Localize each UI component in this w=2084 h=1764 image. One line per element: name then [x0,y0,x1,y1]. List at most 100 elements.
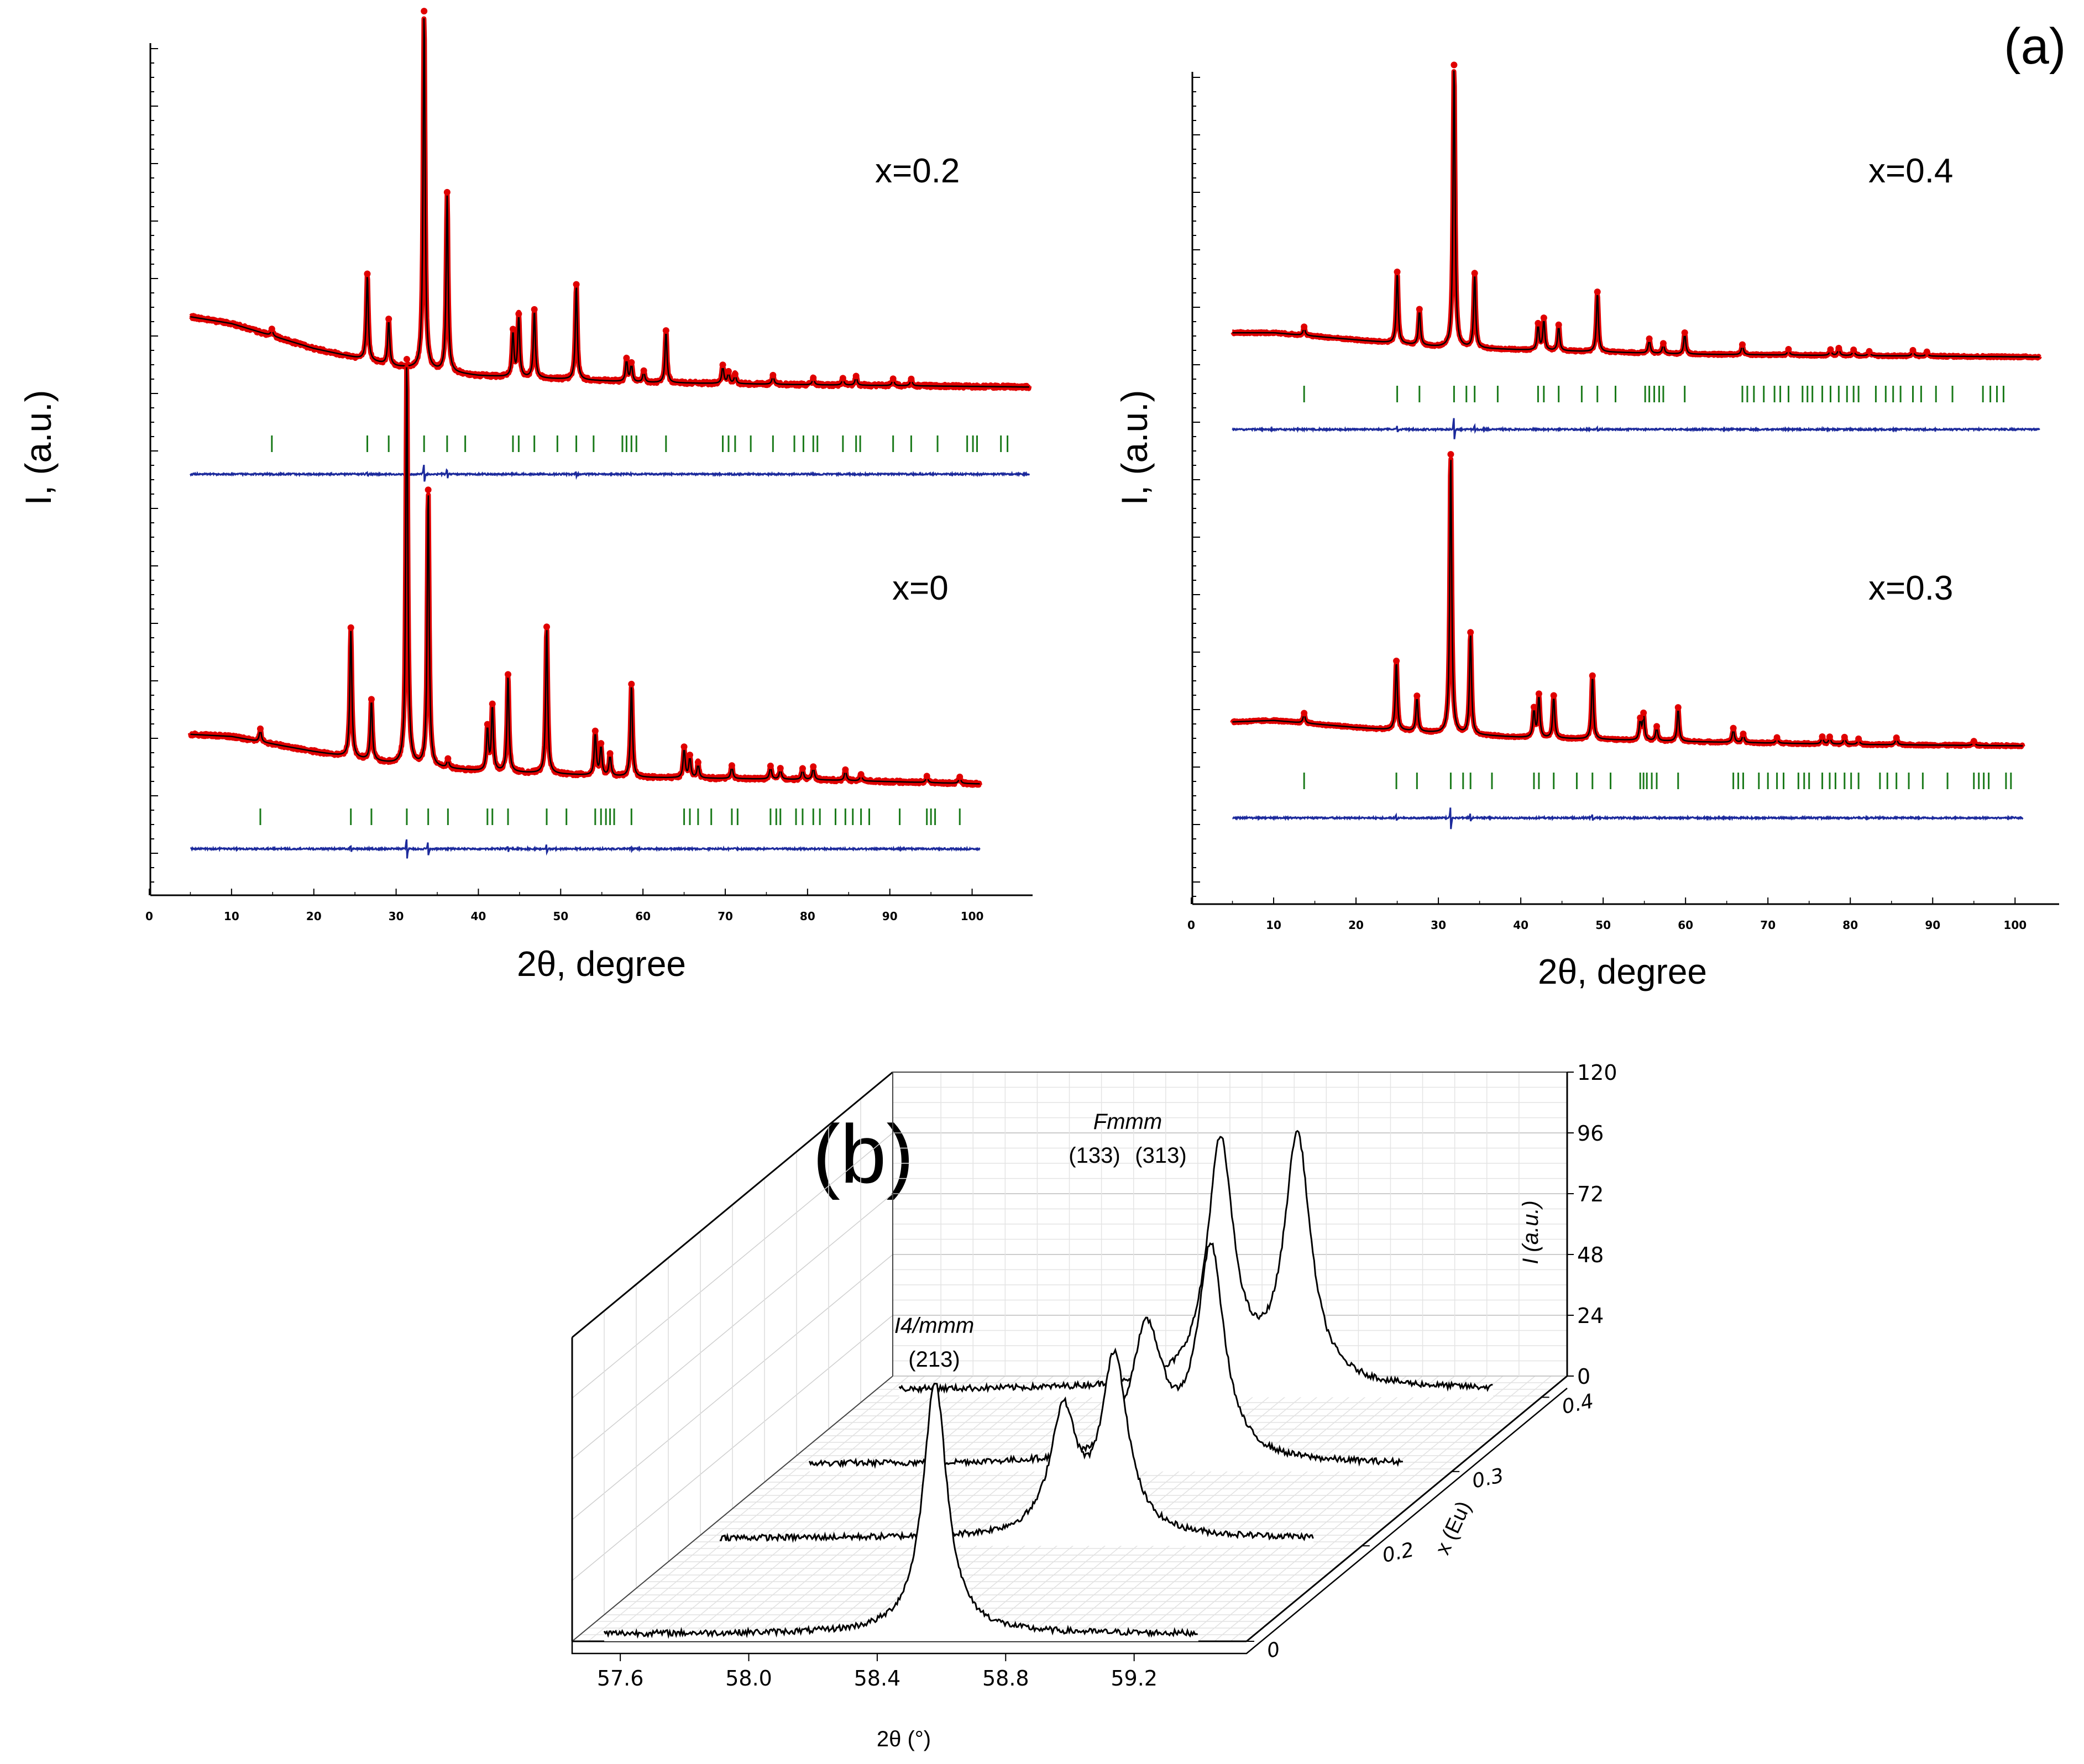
peak-point [1850,346,1857,353]
floor-grid-line [1021,1376,1343,1642]
peak-point [777,765,784,772]
peak-point [1835,345,1842,352]
peak-point [719,361,726,369]
panel-a-right-xlabel: 2θ, degree [1538,952,1707,991]
peak-point [1637,714,1644,721]
peak-point [1451,61,1458,69]
peak-point [256,725,264,732]
floor-grid-line [1150,1376,1472,1642]
peak-point [1785,346,1792,353]
calculated-profile [1232,70,2040,358]
floor-grid-line [1166,1376,1488,1642]
floor-grid-line [620,1376,941,1642]
x-tick-label: 58.4 [854,1666,901,1691]
peak-point [889,375,897,382]
peak-point [531,306,538,313]
peak-point [923,773,930,780]
peak-point [1653,723,1661,730]
peak-point [1681,329,1688,336]
peak-point [1730,725,1737,732]
panel-b-xlabel: 2θ (°) [877,1727,931,1751]
x-tick-label: 80 [800,910,815,923]
peak-point [725,368,732,375]
peak-point [1589,672,1596,679]
peak-point [728,762,735,769]
x-tick-label: 60 [1678,918,1693,932]
peak-point [484,721,491,728]
floor-grid-line [604,1376,925,1642]
x-tick-label: 10 [1266,918,1281,932]
peak-point [1416,306,1423,313]
x-tick-label: 90 [882,910,898,923]
peak-point [686,752,693,759]
floor-grid-line [1198,1376,1520,1642]
x-tick-label: 20 [306,910,322,923]
trace-x-0.4 [898,1130,1493,1395]
peak-point [1471,270,1478,277]
peak-point [628,359,635,366]
peak-point [956,773,964,780]
peak-point [425,486,432,494]
floor-grid-line [813,1376,1134,1642]
subplot-label-x02: x=0.2 [875,152,960,190]
floor-grid-line [700,1376,1022,1642]
peak-point [767,763,774,770]
x-tick-label: 50 [1595,918,1611,932]
peak-point [509,326,516,333]
peak-point [1467,629,1474,636]
peak-point [1909,347,1917,354]
subplot-label-x0: x=0 [892,569,949,607]
floor-grid-line [1134,1376,1455,1642]
peak-point [1773,734,1781,741]
subplot-label-x04: x=0.4 [1868,152,1953,190]
trace-x-0 [603,1383,1198,1639]
x-tick-label: 20 [1348,918,1364,932]
peak-point [731,371,739,378]
peak-point [1413,692,1421,700]
peak-point [1530,704,1537,711]
peak-point [1855,735,1862,742]
subplot-label-x03: x=0.3 [1868,569,1953,607]
x-tick-label: 58.0 [725,1666,772,1691]
peak-point [403,355,410,363]
panel-b-chart: 57.6 58.0 58.4 58.8 59.202448729612000.20.30… [571,1060,1617,1691]
peak-point [1826,733,1833,741]
floor-grid-line [588,1376,909,1642]
peak-point [1739,341,1746,348]
x-tick-label: 100 [961,910,984,923]
peak-point [852,372,860,380]
peak-point [640,367,647,374]
peak-point [606,750,614,757]
panel-a-left-ylabel: I, (a.u.) [18,390,59,505]
peak-point [443,188,451,196]
x-tick-label: 57.6 [597,1666,644,1691]
peak-point [1740,731,1747,738]
panel-label-a: (a) [2004,18,2066,75]
peak-point [1841,733,1848,741]
x-tick-label: 60 [635,910,651,923]
annotation-133: (133) [1069,1143,1120,1168]
annotation-313: (313) [1135,1143,1186,1168]
panel-b-ylabel: I (a.u.) [1519,1200,1543,1264]
x-tick-label: 30 [389,910,404,923]
floor-grid-line [1230,1376,1552,1642]
peak-point [1535,319,1542,327]
peak-point [1827,346,1834,353]
floor-grid-line [652,1376,973,1642]
peak-point [1646,335,1653,343]
y-tick-label: 48 [1577,1243,1604,1267]
x-tick-label: 50 [553,910,568,923]
calculated-profile [190,367,980,785]
peak-point [515,311,522,318]
panel-a-left-xlabel: 2θ, degree [517,944,686,984]
x-tick-label: 90 [1925,918,1940,932]
trace-x-0.2 [719,1347,1314,1544]
floor-grid-line [1214,1376,1536,1642]
floor-grid-line [636,1376,957,1642]
x-tick-label: 0 [1187,918,1195,932]
peak-point [505,671,512,678]
peak-point [694,759,701,766]
floor-grid-line [1053,1376,1375,1642]
peak-point [573,281,580,288]
